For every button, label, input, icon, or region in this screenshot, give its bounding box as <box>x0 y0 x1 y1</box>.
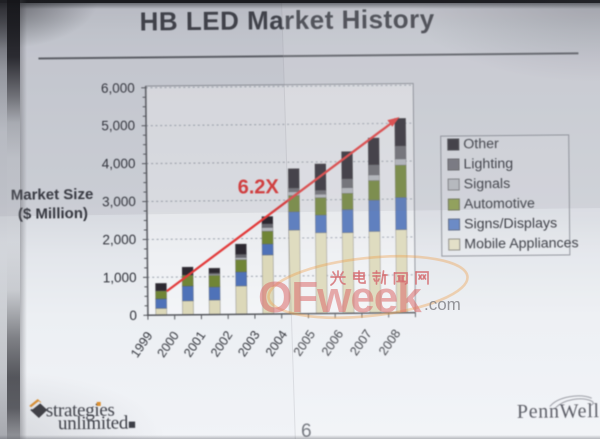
svg-text:0: 0 <box>129 308 137 323</box>
svg-text:3,000: 3,000 <box>102 194 136 209</box>
svg-text:2,000: 2,000 <box>102 232 136 247</box>
svg-text:6,000: 6,000 <box>101 80 135 95</box>
svg-text:5,000: 5,000 <box>101 118 135 133</box>
svg-text:.com: .com <box>424 295 461 314</box>
svg-text:6.2X: 6.2X <box>238 176 280 198</box>
svg-text:4,000: 4,000 <box>102 156 136 171</box>
svg-text:1,000: 1,000 <box>103 270 137 285</box>
